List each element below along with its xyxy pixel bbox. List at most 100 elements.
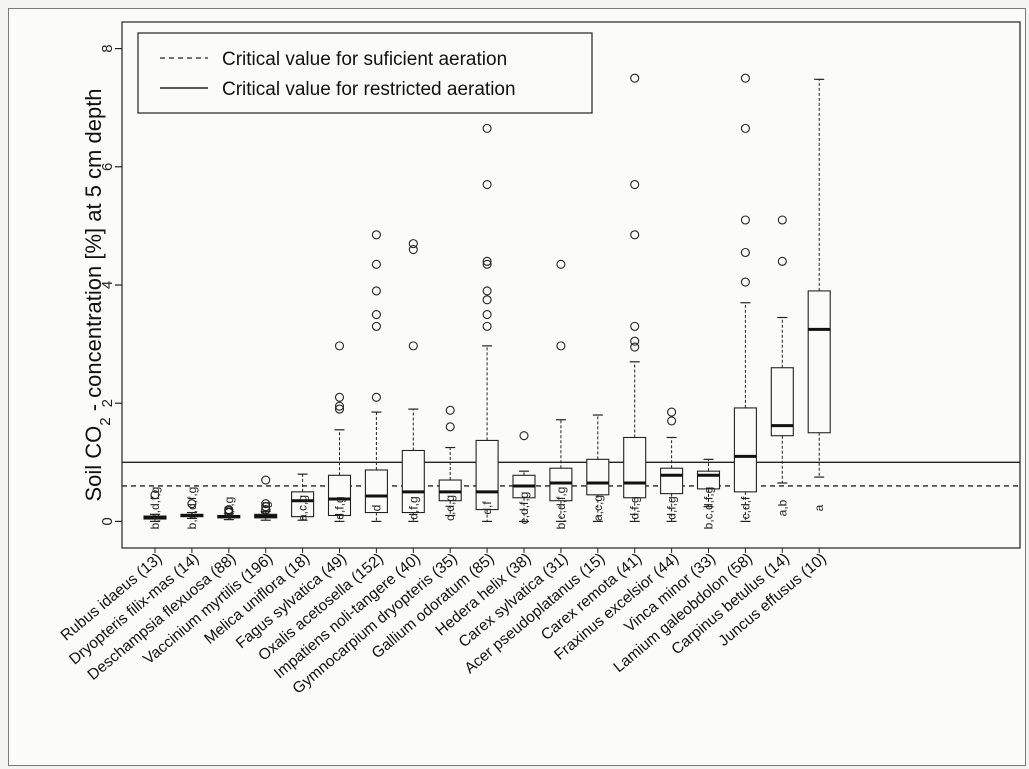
outlier-point [777,215,787,225]
outlier-point [261,475,271,485]
box-3 [217,505,241,521]
box-12 [549,259,573,523]
outlier-point [408,341,418,351]
significance-label-7: d [369,505,383,512]
outlier-point [187,499,197,509]
significance-label-17: c,d,f [738,496,752,519]
box-iqr [807,290,831,434]
outlier-point [482,256,492,266]
significance-label-1: b,c,d,f,g [148,487,162,530]
significance-label-9: c,d,g [443,495,457,521]
outlier-point [556,341,566,351]
outlier-point [224,505,234,515]
outlier-point [371,392,381,402]
significance-label-14: d,f,g [628,496,642,519]
outlier-point [630,342,640,352]
significance-label-10: d,f [480,501,494,515]
outlier-point [408,244,418,255]
category-label-3: Deschampsia flexuosa (88) [85,550,240,684]
y-axis-title-part2: - concentration [%] at 5 cm depth [81,88,106,417]
box-iqr [364,469,388,514]
y-axis-title: Soil CO2 - concentration [%] at 5 cm dep… [81,88,114,501]
outlier-point [371,321,381,331]
outlier-point [740,247,750,258]
box-iqr [660,467,684,495]
outlier-point [482,310,492,320]
box-6 [327,341,352,523]
significance-label-15: d,f,g [665,496,679,519]
outlier-point [630,321,640,331]
box-iqr [401,449,425,514]
significance-label-6: d,f,g [333,496,347,519]
outlier-point [334,404,345,414]
box-iqr [770,367,794,437]
figure-frame [8,8,1026,766]
outlier-point [630,336,640,346]
outlier-point [482,179,492,190]
outlier-point [667,407,677,417]
y-tick-label-6: 6 [99,163,116,171]
outlier-point [334,341,345,351]
box-7 [364,230,388,523]
box-15 [660,407,684,523]
box-4 [254,475,278,521]
box-13 [586,414,610,523]
outlier-point [334,401,345,411]
outlier-point [777,256,787,266]
significance-label-16: b,c,d,f,g [702,487,716,530]
outlier-point [482,123,492,133]
box-iqr [475,439,499,511]
significance-label-8: d,f,g [406,496,420,519]
box-19 [807,78,831,478]
box-iqr [586,458,610,496]
box-14 [623,73,647,523]
outlier-point [556,259,566,269]
outlier-point [150,490,160,500]
box-16 [696,458,721,508]
outlier-point [445,405,455,415]
significance-label-4: f,g [259,501,273,514]
outlier-point [445,422,455,432]
y-axis-title-subscript: 2 [97,417,114,425]
significance-label-12: b,c,d,f,g [554,487,568,530]
y-tick-label-4: 4 [99,281,116,289]
outlier-point [482,295,492,305]
outlier-point [519,431,529,441]
legend-label-sufficient: Critical value for suficient aeration [222,49,507,70]
box-11 [512,431,536,523]
outlier-point [371,310,381,320]
outlier-point [740,215,750,225]
significance-label-13: a,c,g [591,495,605,521]
y-tick-label-8: 8 [99,44,116,52]
outlier-point [740,123,750,133]
y-tick-label-0: 0 [99,517,116,525]
outlier-point [261,505,271,515]
outlier-point [371,259,381,269]
legend-label-restricted: Critical value for restricted aeration [222,79,516,100]
outlier-point [261,502,271,512]
significance-label-18: a,b [775,499,789,516]
outlier-point [740,73,750,83]
outlier-point [630,230,640,240]
box-18 [770,215,794,484]
box-10 [475,123,499,523]
legend-box [137,32,593,114]
outlier-point [334,392,345,402]
box-iqr [327,474,352,517]
outlier-point [630,73,640,83]
outlier-point [408,239,418,249]
significance-label-5: a,c,g [296,495,310,521]
box-iqr [623,436,647,499]
box-1 [143,490,167,523]
y-axis-title-part1: Soil CO [81,426,106,502]
outlier-point [482,286,492,296]
outlier-point [482,321,492,331]
box-2 [180,499,204,520]
box-8 [401,239,425,523]
significance-label-19: a [812,504,826,511]
box-5 [291,473,315,521]
significance-label-2: b,c,d,f,g [185,487,199,530]
y-tick-label-2: 2 [99,399,116,407]
box-9 [438,405,462,517]
